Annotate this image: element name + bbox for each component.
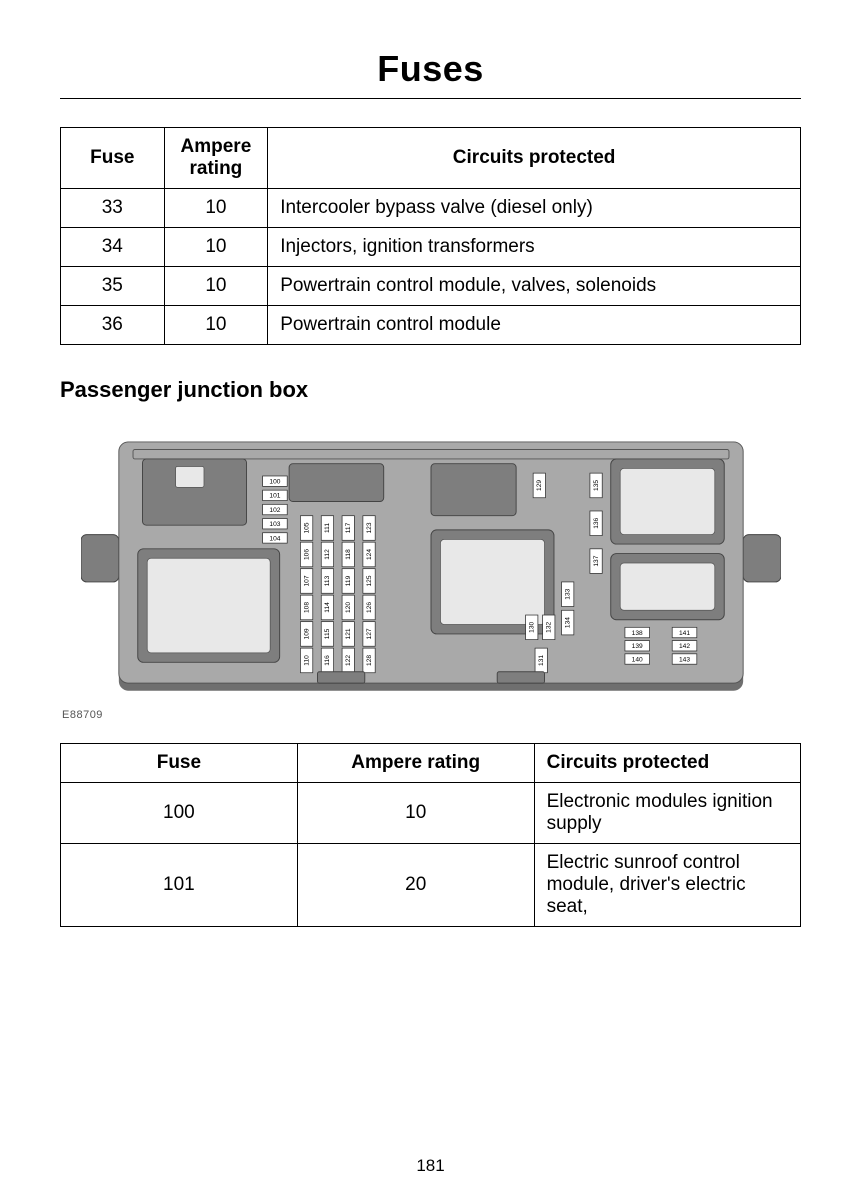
svg-text:135: 135 <box>592 480 599 491</box>
svg-text:123: 123 <box>365 522 372 533</box>
cell-amp: 10 <box>164 228 268 267</box>
svg-text:117: 117 <box>344 522 351 533</box>
th-fuse: Fuse <box>61 744 298 783</box>
svg-text:125: 125 <box>365 575 372 586</box>
cell-circ: Injectors, ignition transformers <box>268 228 801 267</box>
svg-text:106: 106 <box>303 549 310 560</box>
svg-text:137: 137 <box>592 555 599 566</box>
svg-text:127: 127 <box>365 628 372 639</box>
th-fuse: Fuse <box>61 128 165 189</box>
th-amp: Ampere rating <box>297 744 534 783</box>
fuse-table-top: Fuse Ampere rating Circuits protected 33… <box>60 127 801 345</box>
cell-circ: Powertrain control module, valves, solen… <box>268 267 801 306</box>
table-row: 36 10 Powertrain control module <box>61 306 801 345</box>
svg-text:108: 108 <box>303 602 310 613</box>
table-row: 100 10 Electronic modules ignition suppl… <box>61 783 801 844</box>
svg-text:103: 103 <box>269 521 280 528</box>
svg-text:128: 128 <box>365 655 372 666</box>
svg-text:120: 120 <box>344 602 351 613</box>
svg-text:110: 110 <box>303 655 310 666</box>
cell-amp: 10 <box>297 783 534 844</box>
svg-text:113: 113 <box>324 575 331 586</box>
cell-fuse: 35 <box>61 267 165 306</box>
svg-text:121: 121 <box>344 628 351 639</box>
th-amp: Ampere rating <box>164 128 268 189</box>
svg-text:124: 124 <box>365 549 372 560</box>
svg-text:122: 122 <box>344 655 351 666</box>
table-row: 33 10 Intercooler bypass valve (diesel o… <box>61 189 801 228</box>
svg-text:107: 107 <box>303 575 310 586</box>
table-row: 35 10 Powertrain control module, valves,… <box>61 267 801 306</box>
svg-text:100: 100 <box>269 479 280 486</box>
svg-text:119: 119 <box>344 575 351 586</box>
cell-amp: 10 <box>164 306 268 345</box>
cell-fuse: 100 <box>61 783 298 844</box>
svg-text:131: 131 <box>537 655 544 666</box>
cell-circ: Intercooler bypass valve (diesel only) <box>268 189 801 228</box>
svg-text:138: 138 <box>631 630 642 637</box>
page-title: Fuses <box>60 48 801 99</box>
svg-text:140: 140 <box>631 656 642 663</box>
svg-text:139: 139 <box>631 643 642 650</box>
diagram-code: E88709 <box>62 709 801 721</box>
fuse-table-bottom: Fuse Ampere rating Circuits protected 10… <box>60 743 801 927</box>
cell-fuse: 34 <box>61 228 165 267</box>
cell-fuse: 101 <box>61 844 298 927</box>
svg-text:141: 141 <box>678 630 689 637</box>
svg-text:143: 143 <box>678 656 689 663</box>
svg-text:142: 142 <box>678 643 689 650</box>
svg-text:102: 102 <box>269 507 280 514</box>
cell-fuse: 36 <box>61 306 165 345</box>
cell-amp: 10 <box>164 267 268 306</box>
section-heading: Passenger junction box <box>60 377 801 403</box>
cell-circ: Electronic modules ignition supply <box>534 783 800 844</box>
svg-text:104: 104 <box>269 535 280 542</box>
svg-text:109: 109 <box>303 628 310 639</box>
table-row: 101 20 Electric sunroof control module, … <box>61 844 801 927</box>
cell-circ: Electric sunroof control module, driver'… <box>534 844 800 927</box>
cell-fuse: 33 <box>61 189 165 228</box>
svg-text:126: 126 <box>365 602 372 613</box>
svg-text:105: 105 <box>303 522 310 533</box>
svg-text:112: 112 <box>324 549 331 560</box>
svg-text:114: 114 <box>324 602 331 613</box>
svg-text:101: 101 <box>269 493 280 500</box>
svg-text:115: 115 <box>324 628 331 639</box>
cell-amp: 10 <box>164 189 268 228</box>
svg-text:133: 133 <box>564 588 571 599</box>
svg-text:116: 116 <box>324 655 331 666</box>
cell-amp: 20 <box>297 844 534 927</box>
th-circ: Circuits protected <box>534 744 800 783</box>
svg-text:132: 132 <box>545 621 552 632</box>
th-circ: Circuits protected <box>268 128 801 189</box>
svg-text:111: 111 <box>324 523 331 533</box>
table-row: 34 10 Injectors, ignition transformers <box>61 228 801 267</box>
page-number: 181 <box>0 1156 861 1176</box>
svg-text:129: 129 <box>536 480 543 491</box>
svg-text:136: 136 <box>592 517 599 528</box>
svg-text:134: 134 <box>564 617 571 628</box>
junction-box-diagram: 100 101 102 103 104 105 106 107 108 109 110 111 112… <box>60 421 801 705</box>
svg-text:130: 130 <box>528 621 535 632</box>
cell-circ: Powertrain control module <box>268 306 801 345</box>
svg-text:118: 118 <box>344 549 351 560</box>
